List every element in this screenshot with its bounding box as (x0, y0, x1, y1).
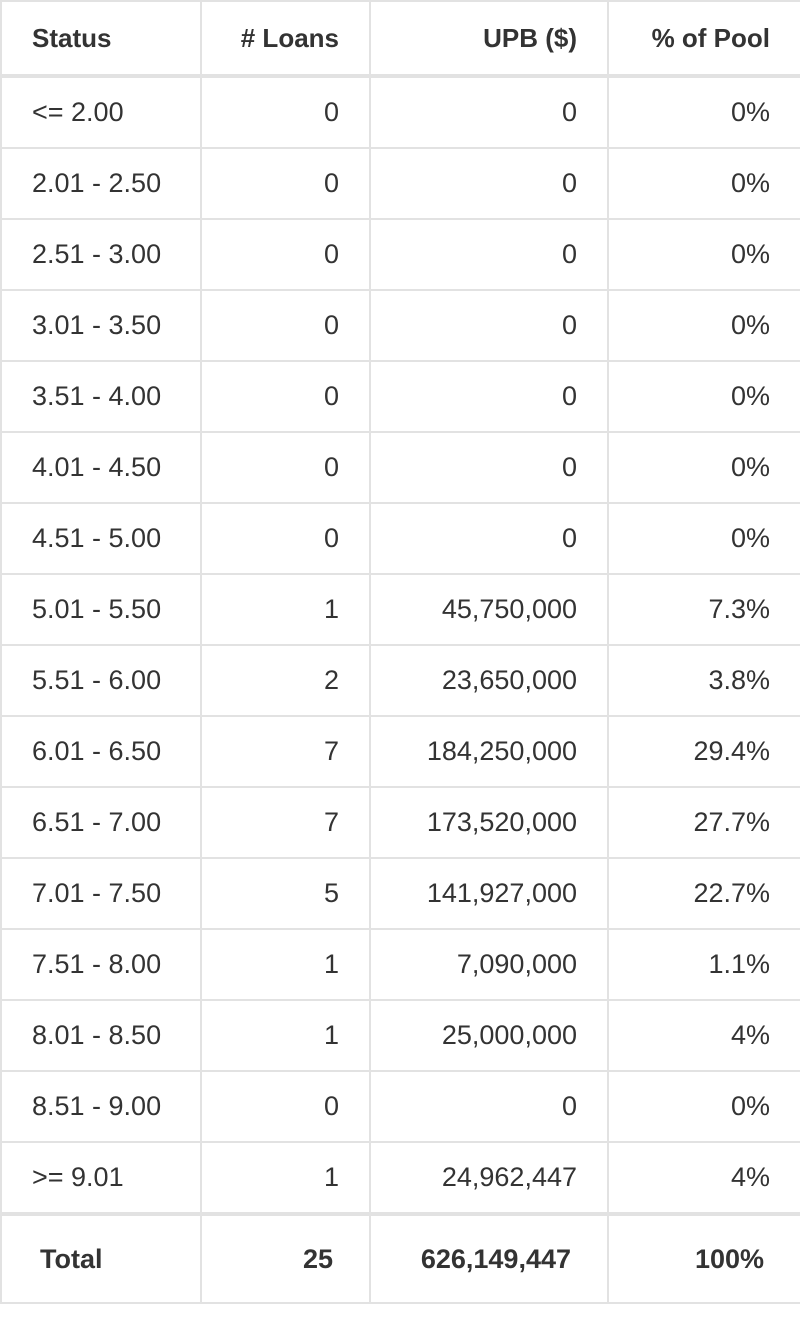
table-cell: 7 (200, 715, 371, 788)
table-cell: 0 (200, 147, 371, 220)
table-row: 2.51 - 3.00 0 0 0% (0, 218, 800, 291)
table-cell: <= 2.00 (0, 75, 202, 149)
table-cell: 0% (607, 431, 800, 504)
table-cell: 2.01 - 2.50 (0, 147, 202, 220)
table-footer: Total 25 626,149,447 100% (0, 1212, 800, 1304)
table-row: 6.51 - 7.00 7 173,520,000 27.7% (0, 786, 800, 859)
table-cell: 45,750,000 (369, 573, 609, 646)
table-row: 5.51 - 6.00 2 23,650,000 3.8% (0, 644, 800, 717)
total-cell: 626,149,447 (369, 1212, 609, 1304)
table-cell: 1 (200, 573, 371, 646)
table-cell: 4.51 - 5.00 (0, 502, 202, 575)
table-cell: 0% (607, 289, 800, 362)
column-header: # Loans (200, 0, 371, 78)
table-cell: 0 (369, 289, 609, 362)
total-row: Total 25 626,149,447 100% (0, 1212, 800, 1304)
column-header: % of Pool (607, 0, 800, 78)
table-row: 7.01 - 7.50 5 141,927,000 22.7% (0, 857, 800, 930)
table-cell: 22.7% (607, 857, 800, 930)
table-row: >= 9.01 1 24,962,447 4% (0, 1141, 800, 1215)
table-cell: 0 (369, 1070, 609, 1143)
table-cell: 6.01 - 6.50 (0, 715, 202, 788)
table-cell: 0% (607, 75, 800, 149)
table-cell: 4.01 - 4.50 (0, 431, 202, 504)
table-cell: 3.8% (607, 644, 800, 717)
header-row: Status # Loans UPB ($)% of Pool (0, 0, 800, 78)
column-header: Status (0, 0, 202, 78)
table-cell: 0 (369, 360, 609, 433)
table-row: 4.51 - 5.00 0 0 0% (0, 502, 800, 575)
table-cell: 0 (369, 218, 609, 291)
table-cell: 2.51 - 3.00 (0, 218, 202, 291)
table-cell: 1.1% (607, 928, 800, 1001)
table-cell: 23,650,000 (369, 644, 609, 717)
total-cell: 100% (607, 1212, 800, 1304)
table-cell: 0 (369, 431, 609, 504)
table-cell: 5.51 - 6.00 (0, 644, 202, 717)
table-cell: 0 (200, 1070, 371, 1143)
table-cell: 7.3% (607, 573, 800, 646)
total-cell: 25 (200, 1212, 371, 1304)
table-cell: 8.01 - 8.50 (0, 999, 202, 1072)
table-cell: >= 9.01 (0, 1141, 202, 1215)
table-cell: 0% (607, 502, 800, 575)
table-cell: 0% (607, 218, 800, 291)
table-cell: 4% (607, 999, 800, 1072)
table-row: 4.01 - 4.50 0 0 0% (0, 431, 800, 504)
table-row: 2.01 - 2.50 0 0 0% (0, 147, 800, 220)
table-row: 8.51 - 9.00 0 0 0% (0, 1070, 800, 1143)
table-cell: 7.51 - 8.00 (0, 928, 202, 1001)
table-cell: 4% (607, 1141, 800, 1215)
table-cell: 0% (607, 360, 800, 433)
table-cell: 6.51 - 7.00 (0, 786, 202, 859)
table-cell: 7,090,000 (369, 928, 609, 1001)
table-cell: 5 (200, 857, 371, 930)
table-cell: 173,520,000 (369, 786, 609, 859)
table-cell: 3.51 - 4.00 (0, 360, 202, 433)
table-cell: 0 (200, 75, 371, 149)
table-cell: 29.4% (607, 715, 800, 788)
column-header: UPB ($) (369, 0, 609, 78)
table-cell: 7 (200, 786, 371, 859)
table-cell: 8.51 - 9.00 (0, 1070, 202, 1143)
table-cell: 0 (200, 360, 371, 433)
table-cell: 5.01 - 5.50 (0, 573, 202, 646)
table-cell: 0 (200, 289, 371, 362)
table-body: <= 2.00 0 0 0% 2.01 - 2.50 0 0 0% 2.51 - 3.00 0 0 0… (0, 75, 800, 1215)
table-cell: 0 (200, 502, 371, 575)
table-cell: 27.7% (607, 786, 800, 859)
table-cell: 7.01 - 7.50 (0, 857, 202, 930)
table-cell: 0% (607, 1070, 800, 1143)
table-row: 3.01 - 3.50 0 0 0% (0, 289, 800, 362)
table-cell: 24,962,447 (369, 1141, 609, 1215)
table-cell: 1 (200, 928, 371, 1001)
table-cell: 0 (369, 147, 609, 220)
table-row: 5.01 - 5.50 1 45,750,000 7.3% (0, 573, 800, 646)
table-cell: 2 (200, 644, 371, 717)
total-cell: Total (0, 1212, 202, 1304)
table-row: 3.51 - 4.00 0 0 0% (0, 360, 800, 433)
table-cell: 0 (369, 75, 609, 149)
table-cell: 0 (369, 502, 609, 575)
table-cell: 0 (200, 431, 371, 504)
table-row: <= 2.00 0 0 0% (0, 75, 800, 149)
table-row: 8.01 - 8.50 1 25,000,000 4% (0, 999, 800, 1072)
loan-table: Status # Loans UPB ($)% of Pool <= 2.00 0 0 0… (0, 0, 800, 1304)
table-header: Status # Loans UPB ($)% of Pool (0, 0, 800, 78)
table-row: 7.51 - 8.00 1 7,090,000 1.1% (0, 928, 800, 1001)
table-cell: 184,250,000 (369, 715, 609, 788)
table-cell: 0 (200, 218, 371, 291)
table-cell: 1 (200, 999, 371, 1072)
table-cell: 1 (200, 1141, 371, 1215)
table-cell: 141,927,000 (369, 857, 609, 930)
table-cell: 25,000,000 (369, 999, 609, 1072)
table-row: 6.01 - 6.50 7 184,250,000 29.4% (0, 715, 800, 788)
table-cell: 3.01 - 3.50 (0, 289, 202, 362)
table-cell: 0% (607, 147, 800, 220)
